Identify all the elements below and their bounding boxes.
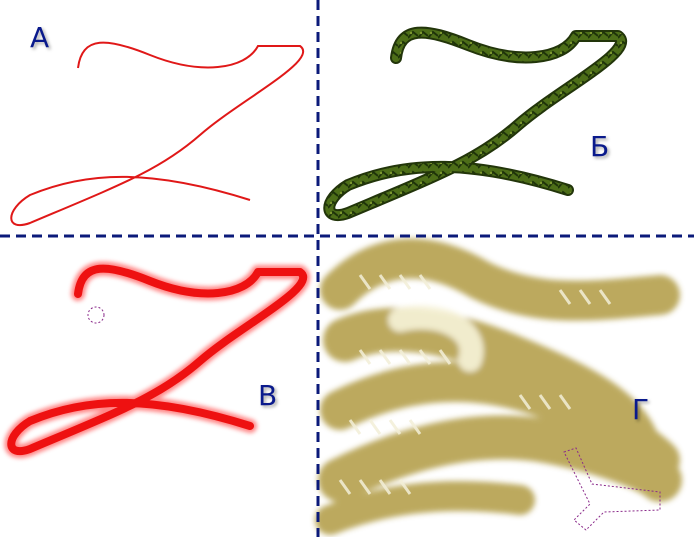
thin-red-stroke bbox=[10, 41, 305, 227]
quadrant-b-drawing bbox=[329, 33, 621, 216]
quadrant-label-c: В bbox=[258, 379, 278, 412]
quadrant-a-drawing bbox=[10, 41, 305, 227]
brush-cursor-icon bbox=[87, 306, 105, 324]
quadrant-label-d: Г bbox=[632, 393, 650, 426]
brush-shape-icon bbox=[563, 447, 661, 531]
quadrant-c-drawing bbox=[11, 269, 303, 452]
quadrant-label-a: А bbox=[30, 21, 50, 54]
soft-red-brush bbox=[11, 269, 303, 452]
quadrant-label-b: Б bbox=[590, 130, 610, 163]
textured-green-stroke bbox=[329, 33, 621, 216]
quadrant-d-drawing bbox=[315, 238, 682, 535]
